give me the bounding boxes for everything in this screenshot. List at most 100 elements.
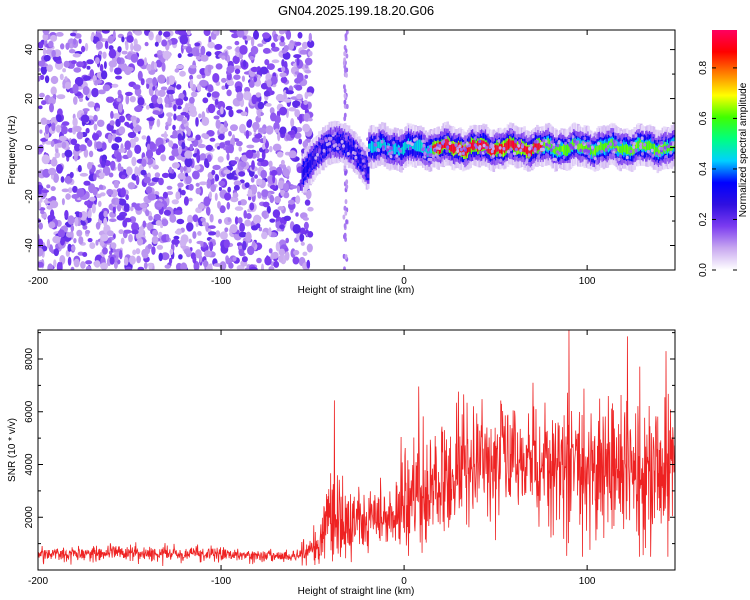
spectrogram-cell bbox=[212, 73, 220, 83]
spectrogram-cell bbox=[309, 160, 312, 168]
spectrogram-cell bbox=[112, 113, 121, 119]
spectrogram-cell bbox=[402, 159, 406, 163]
spectrogram-cell bbox=[72, 117, 78, 127]
spectrogram-cell bbox=[294, 109, 301, 118]
spectrogram-cell bbox=[116, 214, 126, 221]
spectrogram-cell bbox=[215, 63, 223, 70]
spectrogram-cell bbox=[493, 144, 497, 156]
spectrogram-cell bbox=[244, 182, 250, 189]
spectrogram-cell bbox=[548, 144, 552, 148]
spectrogram-cell bbox=[465, 141, 469, 146]
colorbar-tick-label: 0.0 bbox=[698, 263, 709, 277]
spectrogram-cell bbox=[593, 132, 597, 137]
spectrogram-cell bbox=[87, 101, 96, 108]
spectrogram-cell bbox=[278, 248, 286, 256]
spectrogram-cell bbox=[343, 84, 346, 90]
spectrogram-cell bbox=[150, 60, 156, 71]
colorbar-tick-label: 0.6 bbox=[698, 111, 709, 125]
spectrogram-cell bbox=[175, 114, 185, 122]
spectrogram-cell bbox=[184, 157, 193, 168]
spectrogram-cell bbox=[617, 157, 621, 162]
spectrogram-cell bbox=[579, 148, 583, 153]
spectrogram-cell bbox=[70, 32, 77, 37]
spectrogram-cell bbox=[228, 109, 234, 118]
spectrogram-cell bbox=[593, 137, 597, 142]
spectrogram-cell bbox=[290, 118, 295, 128]
spectrogram-cell bbox=[297, 32, 303, 39]
spectrogram-cell bbox=[295, 212, 299, 217]
spectrogram-cell bbox=[345, 104, 349, 109]
spectrogram-cell bbox=[306, 259, 311, 269]
spectrogram-cell bbox=[84, 42, 89, 52]
spectrogram-cell bbox=[473, 136, 477, 140]
spectrogram-cell bbox=[353, 151, 357, 156]
spectrogram-cell bbox=[40, 117, 48, 125]
spectrogram-cell bbox=[164, 103, 169, 108]
spectrogram-cell bbox=[180, 43, 184, 54]
spectrogram-cell bbox=[509, 147, 513, 152]
spectrogram-cell bbox=[198, 181, 208, 186]
spectrogram-cell bbox=[95, 239, 99, 246]
spectrogram-cell bbox=[48, 167, 57, 176]
spectrogram-cell bbox=[619, 154, 622, 158]
spectrogram-cell bbox=[302, 251, 308, 256]
spectrogram-cell bbox=[239, 199, 247, 206]
spectrogram-cell bbox=[415, 137, 419, 141]
spectrogram-cell bbox=[187, 128, 192, 137]
spectrogram-cell bbox=[583, 136, 587, 141]
spectrogram-cell bbox=[81, 45, 86, 53]
spectrogram-cell bbox=[322, 148, 326, 153]
y-tick-label: 2000 bbox=[24, 506, 35, 529]
spectrogram-cell bbox=[490, 144, 494, 149]
spectrogram-cell bbox=[144, 57, 147, 66]
spectrogram-cell bbox=[40, 65, 48, 75]
spectrogram-cell bbox=[38, 222, 43, 230]
spectrogram-cell bbox=[345, 72, 348, 78]
spectrogram-cell bbox=[181, 141, 186, 150]
spectrogram-cell bbox=[270, 252, 276, 260]
spectrogram-cell bbox=[135, 175, 140, 186]
spectrogram-cell bbox=[639, 145, 643, 150]
spectrogram-cell bbox=[126, 35, 134, 43]
spectrogram-cell bbox=[620, 146, 624, 153]
spectrogram-cell bbox=[640, 152, 644, 156]
spectrogram-cell bbox=[153, 61, 157, 71]
spectrogram-cell bbox=[215, 119, 221, 129]
spectrogram-cell bbox=[132, 249, 137, 256]
spectrogram-cell bbox=[262, 135, 267, 144]
spectrogram-cell bbox=[344, 170, 347, 176]
spectrogram-cell bbox=[249, 55, 255, 61]
spectrogram-cell bbox=[176, 64, 185, 69]
spectrogram-cell bbox=[395, 154, 399, 158]
spectrogram-cell bbox=[304, 74, 309, 79]
spectrogram-cell bbox=[551, 140, 555, 144]
spectrogram-cell bbox=[194, 42, 201, 47]
spectrogram-cell bbox=[344, 134, 348, 139]
spectrogram-cell bbox=[87, 238, 93, 243]
spectrogram-cell bbox=[590, 145, 594, 150]
spectrogram-cell bbox=[124, 217, 132, 223]
spectrogram-cell bbox=[226, 172, 235, 180]
spectrogram-cell bbox=[250, 45, 259, 55]
spectrogram-cell bbox=[227, 186, 232, 193]
spectrogram-cell bbox=[162, 50, 171, 60]
spectrogram-cell bbox=[41, 100, 47, 106]
spectrogram-cell bbox=[650, 148, 654, 153]
spectrogram-cell bbox=[76, 131, 84, 140]
spectrogram-cell bbox=[125, 266, 132, 270]
spectrogram-cell bbox=[161, 172, 170, 178]
spectrogram-cell bbox=[241, 256, 248, 263]
spectrogram-cell bbox=[72, 185, 78, 193]
spectrogram-cell bbox=[71, 245, 76, 252]
spectrogram-cell bbox=[219, 231, 228, 240]
spectrogram-cell bbox=[70, 138, 78, 146]
spectrogram-cell bbox=[85, 127, 90, 134]
spectrogram-cell bbox=[86, 59, 94, 65]
spectrogram-cell bbox=[544, 139, 548, 143]
spectrogram-cell bbox=[528, 147, 532, 151]
spectrogram-cell bbox=[269, 145, 273, 153]
spectrogram-y-ticks: -40 -20 0 20 40 bbox=[24, 44, 675, 253]
snr-panel: -200 -100 0 100 2000 4000 6000 8000 Height of … bbox=[7, 329, 676, 597]
spectrogram-cell bbox=[175, 98, 184, 106]
spectrogram-cell bbox=[609, 142, 612, 146]
